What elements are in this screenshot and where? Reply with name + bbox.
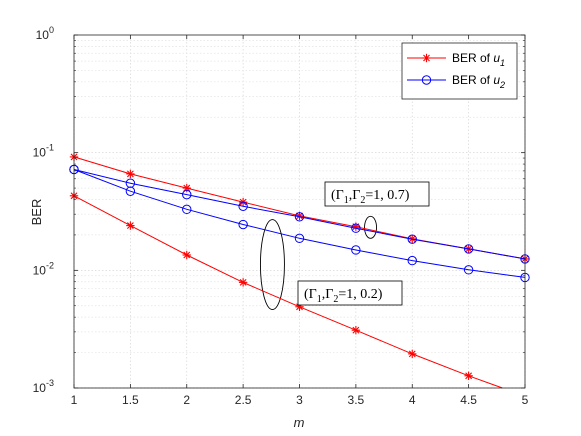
series-line <box>73 169 526 260</box>
x-tick-label: 2 <box>183 393 190 407</box>
x-tick-label: 2.5 <box>235 393 252 407</box>
x-tick-label: 4.5 <box>460 393 477 407</box>
y-tick-label: 10-3 <box>33 378 54 395</box>
series-layer <box>69 152 530 389</box>
annotation-02: (Γ1,Γ2=1, 0.2) <box>297 280 403 306</box>
data-point <box>238 219 248 230</box>
data-point <box>294 233 305 244</box>
y-axis-label: BER <box>29 199 44 226</box>
x-tick-label: 3.5 <box>348 393 365 407</box>
data-point <box>463 265 474 275</box>
legend-label: BER of u2 <box>452 73 505 90</box>
data-point <box>126 169 135 179</box>
data-point <box>351 325 361 335</box>
x-tick-label: 4 <box>409 393 416 407</box>
series-4 <box>69 164 530 283</box>
ticks: 1 1.5 2 2.5 3 3.5 4 4.5 5 100 10-1 10-2 10-3 <box>33 25 529 407</box>
y-tick-label: 10-2 <box>33 260 54 277</box>
ellipse-group-07 <box>364 215 377 239</box>
y-tick-label: 10-1 <box>33 143 54 160</box>
data-point <box>182 204 192 215</box>
x-axis-label: m <box>294 415 305 430</box>
annotation-box <box>297 280 403 306</box>
data-point <box>126 221 135 230</box>
data-point <box>464 371 473 380</box>
data-point <box>351 245 361 255</box>
x-tick-label: 5 <box>522 393 529 407</box>
data-point <box>238 201 248 212</box>
legend-label: BER of u1 <box>452 51 505 68</box>
x-tick-label: 1 <box>71 393 78 407</box>
legend-box <box>401 42 518 100</box>
data-point <box>125 186 136 196</box>
data-point <box>238 278 248 287</box>
legend-entry-2: BER of u2 <box>407 73 505 90</box>
ellipse-group-02 <box>259 219 285 310</box>
series-line <box>73 169 526 278</box>
annotation-box <box>324 181 430 207</box>
annotation-label-02: (Γ1,Γ2=1, 0.2) <box>304 287 383 305</box>
data-point <box>463 244 474 254</box>
x-tick-label: 1.5 <box>122 393 139 407</box>
legend-marker <box>422 53 431 63</box>
y-tick-label: 100 <box>36 25 54 42</box>
data-point <box>182 183 191 193</box>
data-point <box>407 255 417 266</box>
data-point <box>407 234 417 244</box>
data-point <box>182 189 192 200</box>
group-ellipses <box>259 215 377 310</box>
data-point <box>294 212 305 222</box>
legend-marker <box>421 75 432 85</box>
x-tick-label: 3 <box>296 393 303 407</box>
data-point <box>351 223 361 233</box>
legend: BER of u1 BER of u2 <box>401 42 518 100</box>
data-point <box>182 250 191 260</box>
annotation-07: (Γ1,Γ2=1, 0.7) <box>324 181 430 207</box>
annotation-label-07: (Γ1,Γ2=1, 0.7) <box>331 188 410 206</box>
legend-entry-1: BER of u1 <box>407 51 505 68</box>
data-point <box>408 349 417 359</box>
